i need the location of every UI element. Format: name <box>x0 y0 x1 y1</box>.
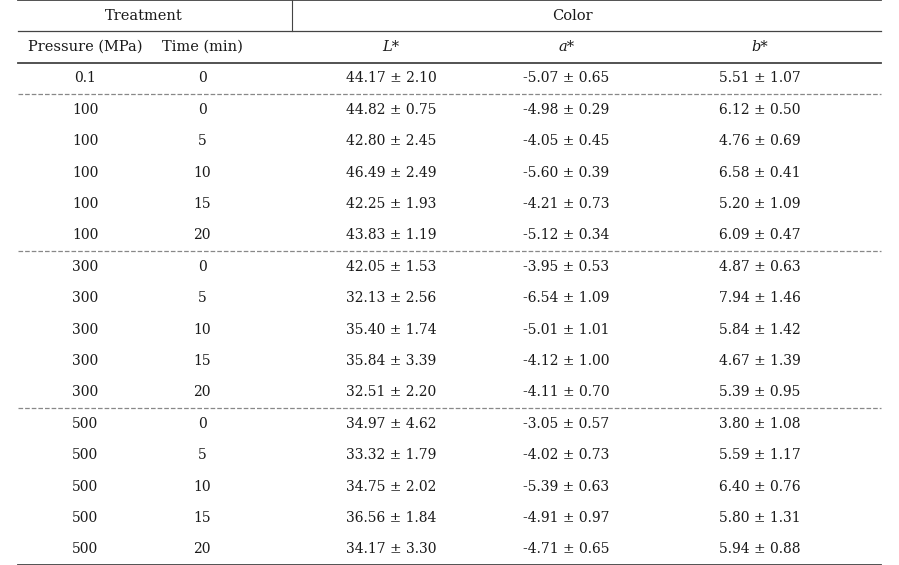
Text: 100: 100 <box>72 134 99 148</box>
Text: 500: 500 <box>72 511 99 525</box>
Text: 32.51 ± 2.20: 32.51 ± 2.20 <box>346 385 436 399</box>
Text: 34.75 ± 2.02: 34.75 ± 2.02 <box>346 480 436 494</box>
Text: 44.17 ± 2.10: 44.17 ± 2.10 <box>346 71 436 85</box>
Text: -5.12 ± 0.34: -5.12 ± 0.34 <box>523 228 610 242</box>
Text: -6.54 ± 1.09: -6.54 ± 1.09 <box>523 291 610 305</box>
Text: 5.51 ± 1.07: 5.51 ± 1.07 <box>719 71 800 85</box>
Text: 5.20 ± 1.09: 5.20 ± 1.09 <box>719 197 800 211</box>
Text: 500: 500 <box>72 417 99 431</box>
Text: a*: a* <box>558 40 574 54</box>
Text: 34.97 ± 4.62: 34.97 ± 4.62 <box>346 417 436 431</box>
Text: 6.40 ± 0.76: 6.40 ± 0.76 <box>719 480 800 494</box>
Text: 10: 10 <box>193 323 211 337</box>
Text: 5: 5 <box>198 134 207 148</box>
Text: 5.84 ± 1.42: 5.84 ± 1.42 <box>719 323 800 337</box>
Text: 100: 100 <box>72 166 99 180</box>
Text: 5.59 ± 1.17: 5.59 ± 1.17 <box>719 448 800 462</box>
Text: -4.71 ± 0.65: -4.71 ± 0.65 <box>523 542 610 557</box>
Text: 42.05 ± 1.53: 42.05 ± 1.53 <box>346 260 436 274</box>
Text: 4.87 ± 0.63: 4.87 ± 0.63 <box>719 260 800 274</box>
Text: Pressure (MPa): Pressure (MPa) <box>28 40 143 54</box>
Text: 0.1: 0.1 <box>75 71 96 85</box>
Text: 500: 500 <box>72 542 99 557</box>
Text: 500: 500 <box>72 480 99 494</box>
Text: 6.12 ± 0.50: 6.12 ± 0.50 <box>719 103 800 117</box>
Text: 5.94 ± 0.88: 5.94 ± 0.88 <box>719 542 800 557</box>
Text: 42.80 ± 2.45: 42.80 ± 2.45 <box>346 134 436 148</box>
Text: 35.84 ± 3.39: 35.84 ± 3.39 <box>346 354 436 368</box>
Text: -3.05 ± 0.57: -3.05 ± 0.57 <box>523 417 610 431</box>
Text: 4.76 ± 0.69: 4.76 ± 0.69 <box>719 134 800 148</box>
Text: 300: 300 <box>72 385 99 399</box>
Text: 15: 15 <box>193 354 211 368</box>
Text: -4.05 ± 0.45: -4.05 ± 0.45 <box>523 134 610 148</box>
Text: L*: L* <box>382 40 400 54</box>
Text: 0: 0 <box>198 71 207 85</box>
Text: 300: 300 <box>72 354 99 368</box>
Text: -5.07 ± 0.65: -5.07 ± 0.65 <box>523 71 610 85</box>
Text: 300: 300 <box>72 323 99 337</box>
Text: 5.39 ± 0.95: 5.39 ± 0.95 <box>719 385 800 399</box>
Text: -4.21 ± 0.73: -4.21 ± 0.73 <box>523 197 610 211</box>
Text: 35.40 ± 1.74: 35.40 ± 1.74 <box>346 323 436 337</box>
Text: -4.12 ± 1.00: -4.12 ± 1.00 <box>523 354 610 368</box>
Text: -4.11 ± 0.70: -4.11 ± 0.70 <box>523 385 610 399</box>
Text: 300: 300 <box>72 260 99 274</box>
Text: 100: 100 <box>72 197 99 211</box>
Text: -5.01 ± 1.01: -5.01 ± 1.01 <box>523 323 610 337</box>
Text: 5.80 ± 1.31: 5.80 ± 1.31 <box>719 511 800 525</box>
Text: 4.67 ± 1.39: 4.67 ± 1.39 <box>719 354 800 368</box>
Text: -4.02 ± 0.73: -4.02 ± 0.73 <box>523 448 610 462</box>
Text: 7.94 ± 1.46: 7.94 ± 1.46 <box>718 291 801 305</box>
Text: 20: 20 <box>193 385 211 399</box>
Text: 5: 5 <box>198 448 207 462</box>
Text: 0: 0 <box>198 103 207 117</box>
Text: 10: 10 <box>193 166 211 180</box>
Text: 100: 100 <box>72 228 99 242</box>
Text: 6.09 ± 0.47: 6.09 ± 0.47 <box>719 228 800 242</box>
Text: 100: 100 <box>72 103 99 117</box>
Text: -4.98 ± 0.29: -4.98 ± 0.29 <box>523 103 610 117</box>
Text: 10: 10 <box>193 480 211 494</box>
Text: b*: b* <box>752 40 768 54</box>
Text: 6.58 ± 0.41: 6.58 ± 0.41 <box>719 166 800 180</box>
Text: -3.95 ± 0.53: -3.95 ± 0.53 <box>523 260 610 274</box>
Text: 15: 15 <box>193 511 211 525</box>
Text: 43.83 ± 1.19: 43.83 ± 1.19 <box>346 228 436 242</box>
Text: 500: 500 <box>72 448 99 462</box>
Text: Time (min): Time (min) <box>162 40 243 54</box>
Text: 15: 15 <box>193 197 211 211</box>
Text: 33.32 ± 1.79: 33.32 ± 1.79 <box>346 448 436 462</box>
Text: 0: 0 <box>198 417 207 431</box>
Text: 300: 300 <box>72 291 99 305</box>
Text: 20: 20 <box>193 228 211 242</box>
Text: Treatment: Treatment <box>105 8 182 23</box>
Text: -5.39 ± 0.63: -5.39 ± 0.63 <box>523 480 610 494</box>
Text: 5: 5 <box>198 291 207 305</box>
Text: Color: Color <box>552 8 593 23</box>
Text: 0: 0 <box>198 260 207 274</box>
Text: 46.49 ± 2.49: 46.49 ± 2.49 <box>346 166 436 180</box>
Text: 32.13 ± 2.56: 32.13 ± 2.56 <box>346 291 436 305</box>
Text: 20: 20 <box>193 542 211 557</box>
Text: -5.60 ± 0.39: -5.60 ± 0.39 <box>523 166 610 180</box>
Text: 34.17 ± 3.30: 34.17 ± 3.30 <box>346 542 436 557</box>
Text: 36.56 ± 1.84: 36.56 ± 1.84 <box>346 511 436 525</box>
Text: 44.82 ± 0.75: 44.82 ± 0.75 <box>346 103 436 117</box>
Text: -4.91 ± 0.97: -4.91 ± 0.97 <box>523 511 610 525</box>
Text: 42.25 ± 1.93: 42.25 ± 1.93 <box>346 197 436 211</box>
Text: 3.80 ± 1.08: 3.80 ± 1.08 <box>719 417 800 431</box>
